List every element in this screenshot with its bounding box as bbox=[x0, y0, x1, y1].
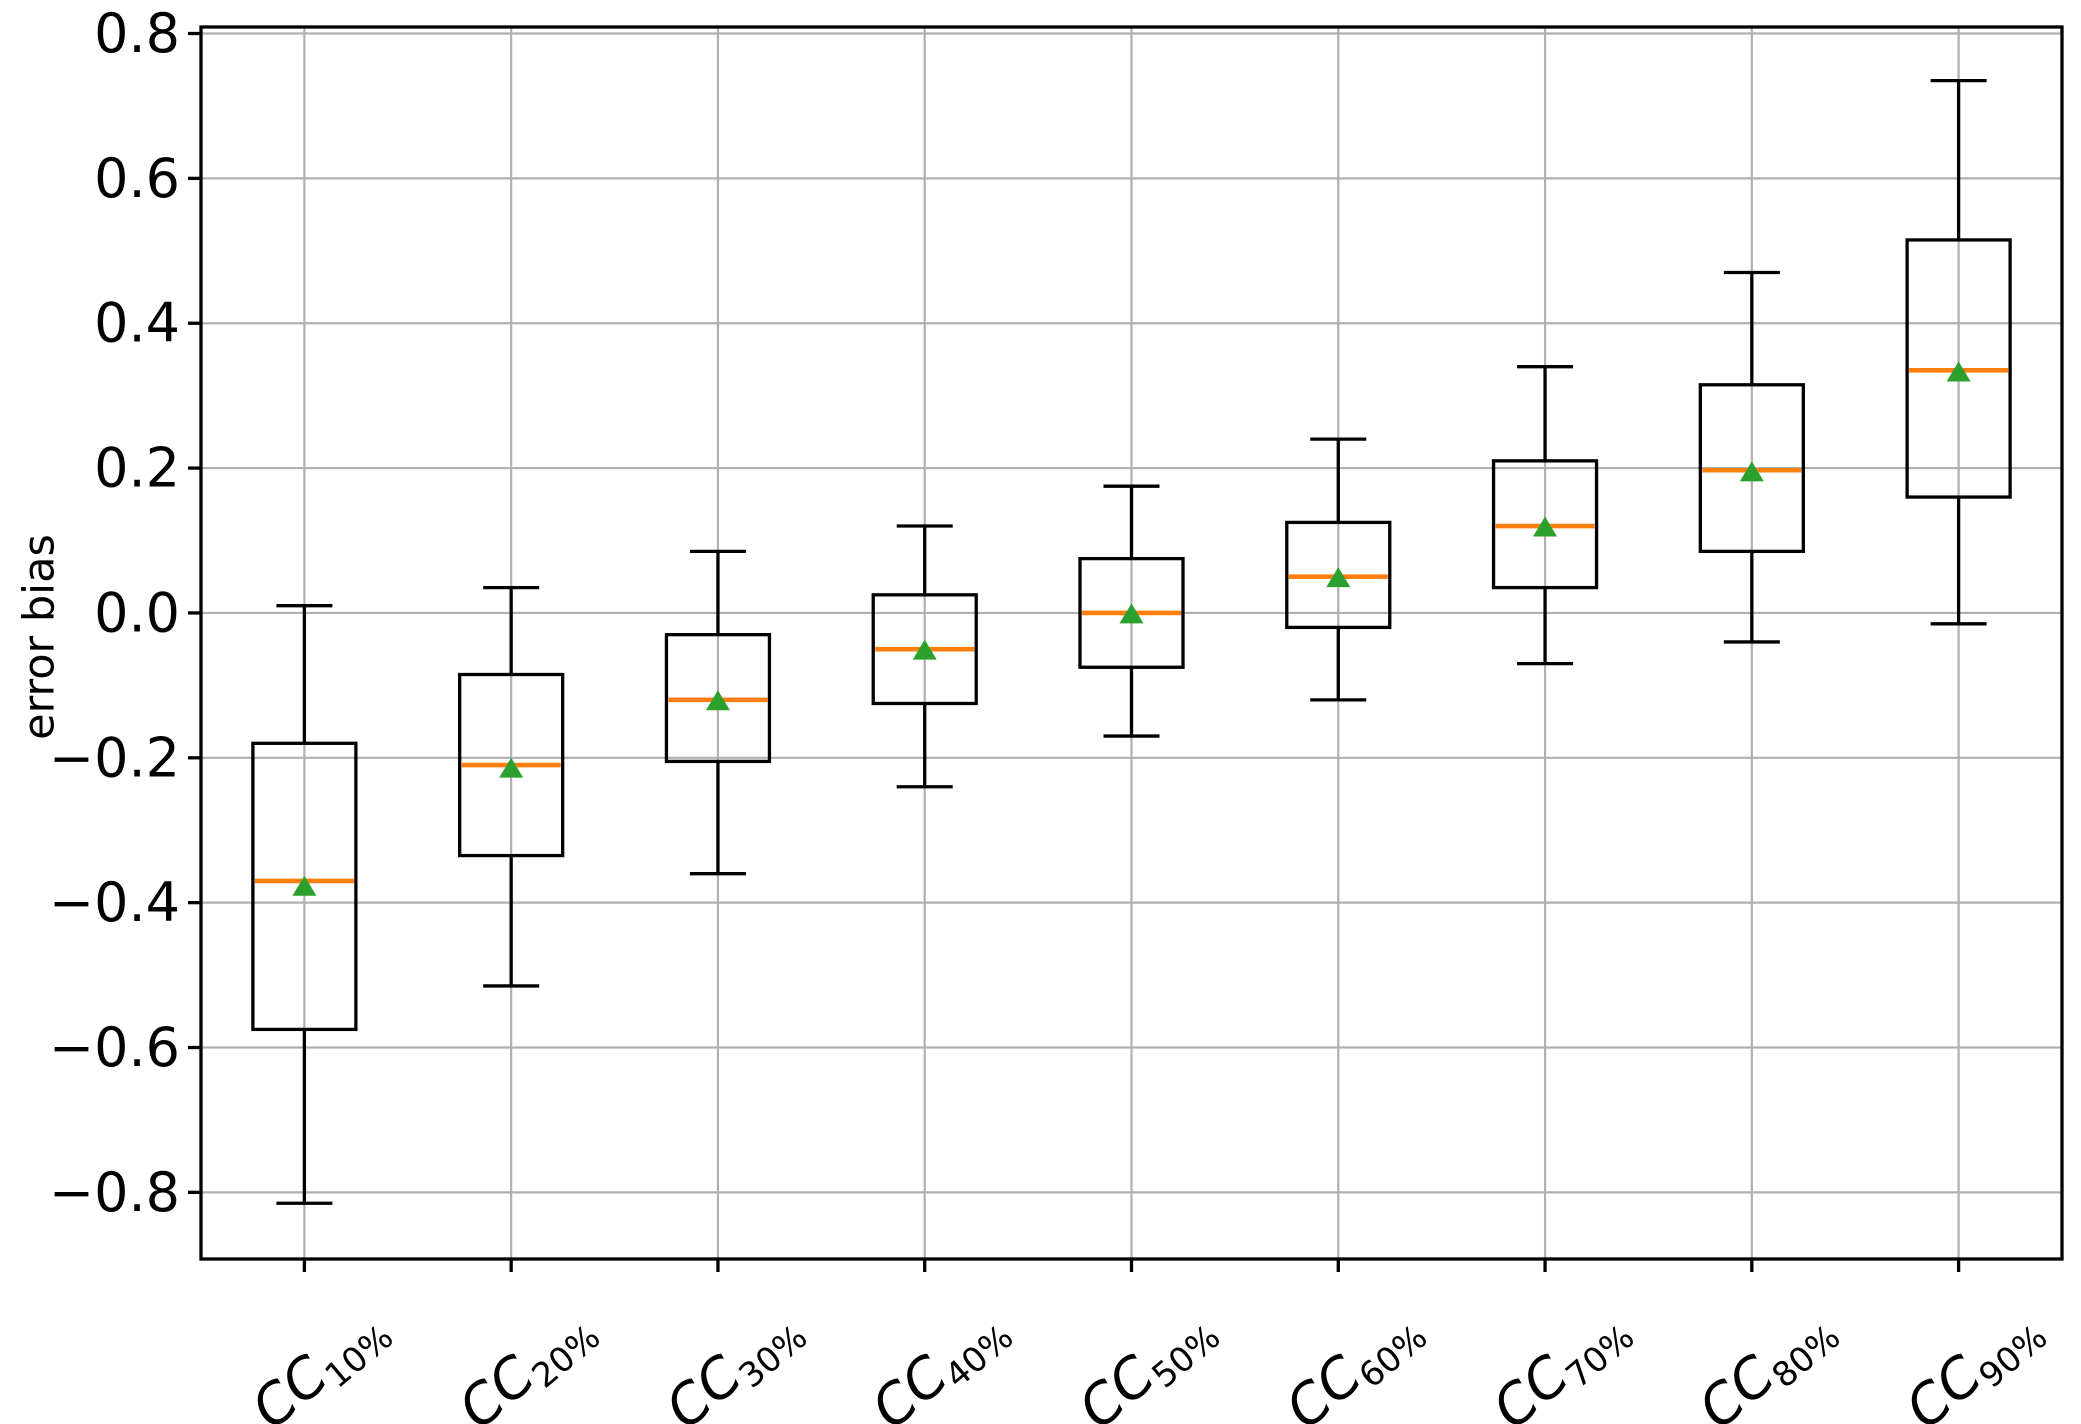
y-tick-label: −0.6 bbox=[49, 1016, 180, 1079]
mean-marker-cc80 bbox=[1739, 461, 1764, 482]
box-cc20 bbox=[458, 672, 565, 858]
box-cc70 bbox=[1491, 459, 1599, 590]
box-cc90 bbox=[1905, 238, 2012, 499]
mean-marker-cc60 bbox=[1326, 567, 1351, 588]
y-tick-label: 0.0 bbox=[94, 581, 180, 644]
mean-marker-cc50 bbox=[1119, 603, 1144, 624]
mean-marker-cc90 bbox=[1946, 361, 1971, 382]
mean-marker-cc30 bbox=[705, 690, 730, 711]
box-cc40 bbox=[871, 593, 978, 706]
y-tick-label: 0.6 bbox=[94, 147, 180, 210]
mean-marker-cc70 bbox=[1533, 516, 1558, 537]
y-tick-label: −0.4 bbox=[49, 871, 180, 934]
y-tick-label: 0.4 bbox=[94, 292, 180, 355]
y-tick-label: −0.2 bbox=[49, 726, 180, 789]
box-cc60 bbox=[1285, 520, 1392, 630]
y-axis-label: error bias bbox=[14, 534, 65, 740]
y-tick-label: 0.8 bbox=[94, 2, 180, 65]
box-cc10 bbox=[251, 741, 358, 1032]
y-tick-label: 0.2 bbox=[94, 437, 180, 500]
mean-marker-cc10 bbox=[292, 875, 317, 896]
box-cc80 bbox=[1698, 383, 1805, 554]
box-cc30 bbox=[664, 633, 772, 764]
mean-marker-cc20 bbox=[499, 757, 524, 778]
y-tick-label: −0.8 bbox=[49, 1161, 180, 1224]
mean-marker-cc40 bbox=[912, 639, 937, 660]
box-cc50 bbox=[1078, 556, 1185, 669]
